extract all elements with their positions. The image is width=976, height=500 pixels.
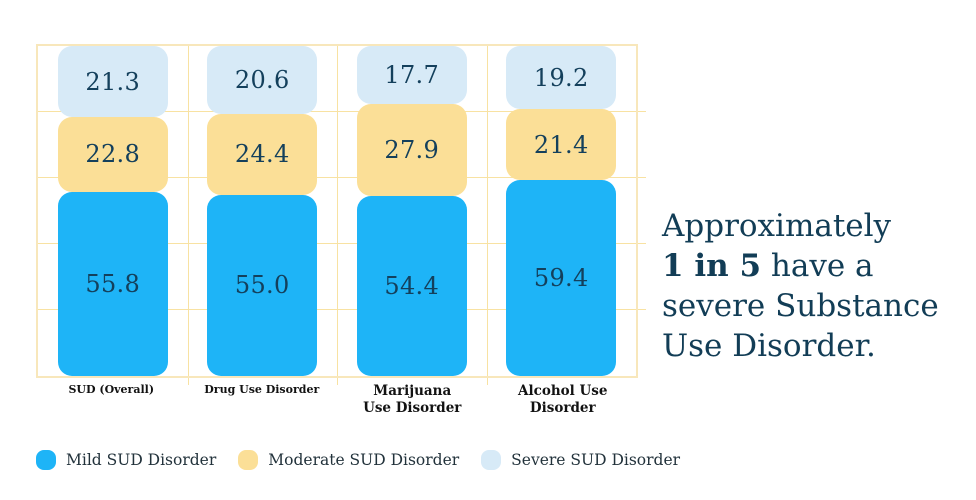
- bar-value-label: 21.4: [533, 130, 589, 159]
- legend-label: Moderate SUD Disorder: [268, 451, 460, 469]
- bar-group-drug-use-disorder: 55.0 24.4 20.6: [188, 46, 338, 376]
- plot-area: 55.8 22.8 21.3 55.0 24.4 20.6 54.4 27.9 17.7 59.4…: [36, 44, 646, 385]
- bar-value-label: 54.4: [384, 272, 440, 301]
- bar-segment-severe-sud-disorder: 17.7: [356, 46, 467, 105]
- bar-value-label: 55.8: [85, 269, 141, 298]
- legend-item-moderate: Moderate SUD Disorder: [238, 450, 459, 470]
- bar-segment-moderate-sud-disorder: 21.4: [506, 109, 617, 180]
- legend-label: Severe SUD Disorder: [511, 451, 681, 469]
- gridline-vertical: [337, 46, 338, 376]
- gridline-tick-right: [638, 309, 646, 310]
- bar-segment-severe-sud-disorder: 21.3: [57, 46, 168, 117]
- bar-value-label: 17.7: [384, 61, 440, 90]
- callout-text: Approximately 1 in 5 have a severe Subst…: [662, 206, 962, 366]
- bar-segment-severe-sud-disorder: 19.2: [506, 46, 617, 110]
- bar-value-label: 21.3: [85, 67, 141, 96]
- gridline-tick-right: [638, 177, 646, 178]
- legend-item-severe: Severe SUD Disorder: [481, 450, 680, 470]
- gridline-tick-right: [638, 243, 646, 244]
- bar-segment-moderate-sud-disorder: 24.4: [207, 113, 318, 195]
- mild-swatch-icon: [36, 450, 56, 470]
- severe-swatch-icon: [481, 450, 502, 470]
- bar-segment-severe-sud-disorder: 20.6: [207, 46, 318, 114]
- moderate-swatch-icon: [238, 450, 259, 470]
- bar-segment-moderate-sud-disorder: 27.9: [356, 104, 467, 197]
- bar-value-label: 27.9: [384, 136, 440, 165]
- x-axis-label-marijuana-use: Marijuana Use Disorder: [363, 383, 462, 416]
- bar-group-alcohol-use: 59.4 21.4 19.2: [487, 46, 637, 376]
- callout-line-1: Approximately: [662, 208, 892, 244]
- gridline-vertical: [486, 46, 488, 376]
- callout-line-2: have a: [761, 248, 874, 284]
- bar-value-label: 59.4: [533, 263, 589, 292]
- axis-tick-bottom: [337, 378, 338, 385]
- gridline-tick-right: [638, 111, 646, 112]
- legend-label: Mild SUD Disorder: [66, 451, 217, 469]
- legend-item-mild: Mild SUD Disorder: [36, 450, 216, 470]
- bar-segment-mild-sud-disorder: 55.8: [57, 191, 168, 376]
- bar-segment-mild-sud-disorder: 55.0: [207, 194, 318, 376]
- callout-line-3: severe Substance: [662, 288, 939, 324]
- stacked-bar: 55.0 24.4 20.6: [207, 46, 318, 376]
- stacked-bar: 55.8 22.8 21.3: [57, 46, 168, 376]
- legend: Mild SUD Disorder Moderate SUD Disorder …: [36, 450, 680, 470]
- bar-segment-mild-sud-disorder: 59.4: [506, 179, 617, 376]
- callout-line-4: Use Disorder.: [662, 328, 876, 364]
- bar-value-label: 24.4: [234, 140, 290, 169]
- stacked-bar: 54.4 27.9 17.7: [356, 46, 467, 376]
- bar-value-label: 19.2: [533, 63, 589, 92]
- x-axis-label-alcohol-use: Alcohol Use Disorder: [518, 383, 608, 416]
- axis-tick-bottom: [486, 378, 488, 385]
- bar-value-label: 22.8: [85, 140, 141, 169]
- bar-group-marijuana: 54.4 27.9 17.7: [337, 46, 487, 376]
- callout-highlight: 1 in 5: [662, 248, 762, 284]
- stacked-bar: 59.4 21.4 19.2: [506, 46, 617, 376]
- gridline-vertical: [187, 46, 189, 376]
- axis-tick-bottom: [187, 378, 189, 385]
- x-axis-label-sud-overall: SUD (Overall): [68, 383, 155, 396]
- bar-group-sud-overall: 55.8 22.8 21.3: [38, 46, 188, 376]
- x-axis-label-drug-use: Drug Use Disorder: [204, 383, 320, 396]
- x-axis-labels: SUD (Overall) Drug Use Disorder Marijuan…: [36, 383, 638, 417]
- bar-value-label: 20.6: [234, 66, 290, 94]
- bar-groups: 55.8 22.8 21.3 55.0 24.4 20.6 54.4 27.9 17.7 59.4…: [38, 46, 636, 376]
- bar-segment-moderate-sud-disorder: 22.8: [57, 116, 168, 192]
- bar-value-label: 55.0: [234, 271, 290, 300]
- bar-segment-mild-sud-disorder: 54.4: [356, 196, 467, 376]
